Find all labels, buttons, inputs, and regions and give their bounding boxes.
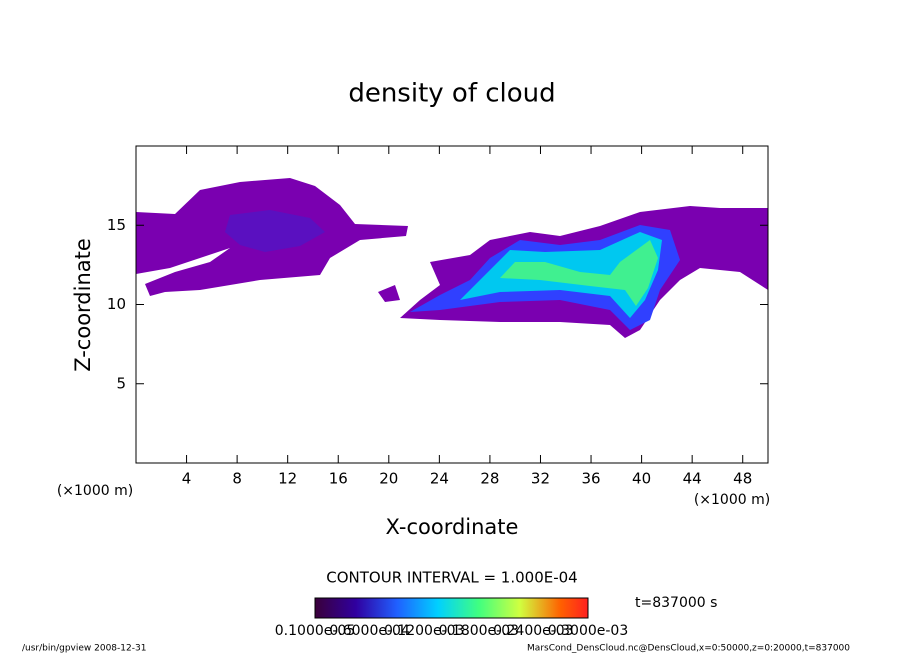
- y-tick-label: 10: [107, 295, 126, 313]
- colorbar-label: 0.3000e-03: [548, 623, 628, 639]
- chart-title: density of cloud: [348, 79, 555, 109]
- x-tick-label: 48: [733, 470, 752, 488]
- footer-right: MarsCond_DensCloud.nc@DensCloud,x=0:5000…: [527, 644, 850, 654]
- y-axis-label: Z-coordinate: [71, 238, 95, 372]
- cloud-core: [225, 210, 325, 252]
- colorbar-label: 0.1000e-05: [275, 623, 355, 639]
- x-tick-label: 4: [182, 470, 192, 488]
- x-tick-label: 28: [480, 470, 499, 488]
- time-label: t=837000 s: [635, 595, 717, 611]
- contour-interval: CONTOUR INTERVAL = 1.000E-04: [326, 569, 577, 587]
- x-tick-label: 40: [632, 470, 651, 488]
- x-tick-label: 20: [379, 470, 398, 488]
- cloud-peak: [500, 240, 658, 306]
- colorbar-label: 0.6000e-04: [329, 623, 410, 639]
- colorbar-label: 0.2400e-03: [493, 623, 573, 639]
- x-axis-label: X-coordinate: [386, 515, 519, 539]
- x-tick-label: 24: [430, 470, 449, 488]
- colorbar-label: 0.1200e-03: [384, 623, 464, 639]
- contour-field: [136, 178, 768, 338]
- y-tick-label: 5: [116, 374, 126, 392]
- colorbar: [314, 597, 589, 619]
- x-unit: (×1000 m): [694, 492, 770, 508]
- x-tick-label: 16: [329, 470, 348, 488]
- x-tick-label: 44: [683, 470, 702, 488]
- colorbar-label: 0.1800e-03: [439, 623, 519, 639]
- y-unit: (×1000 m): [57, 483, 133, 499]
- y-tick-label: 15: [107, 216, 126, 234]
- x-tick-label: 36: [581, 470, 600, 488]
- x-tick-label: 12: [278, 470, 297, 488]
- x-tick-label: 32: [531, 470, 550, 488]
- cloud-region: [378, 285, 400, 302]
- x-tick-label: 8: [232, 470, 242, 488]
- footer-left: /usr/bin/gpview 2008-12-31: [22, 644, 146, 654]
